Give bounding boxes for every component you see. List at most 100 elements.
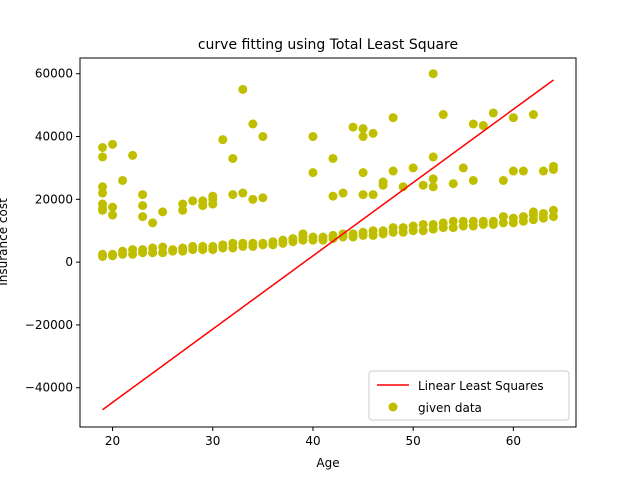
data-point xyxy=(548,205,558,215)
data-point xyxy=(98,205,108,215)
data-point xyxy=(498,218,508,228)
data-point xyxy=(148,218,158,228)
data-point xyxy=(398,223,408,233)
legend-label-line: Linear Least Squares xyxy=(418,379,544,393)
data-point xyxy=(308,232,318,242)
data-point xyxy=(108,249,118,259)
data-point xyxy=(428,174,438,184)
data-point xyxy=(498,212,508,222)
data-point xyxy=(448,216,458,226)
data-point xyxy=(128,245,138,255)
data-point xyxy=(258,238,268,248)
data-point xyxy=(418,219,428,229)
data-point xyxy=(368,226,378,236)
data-point xyxy=(188,241,198,251)
data-point xyxy=(358,190,368,200)
y-tick-label: 20000 xyxy=(35,192,73,206)
data-point xyxy=(188,196,198,206)
data-point xyxy=(478,121,488,131)
data-point xyxy=(468,175,478,185)
axes-frame xyxy=(79,57,577,428)
data-point xyxy=(488,108,498,118)
data-point xyxy=(428,152,438,162)
data-point xyxy=(368,128,378,138)
data-point xyxy=(448,223,458,233)
y-tick-label: −40000 xyxy=(25,381,73,395)
data-point xyxy=(538,166,548,176)
data-point xyxy=(378,226,388,236)
data-point xyxy=(278,235,288,245)
data-point xyxy=(118,246,128,256)
x-tick-label: 60 xyxy=(506,434,521,448)
data-point xyxy=(338,188,348,198)
data-point xyxy=(468,119,478,129)
data-point xyxy=(418,226,428,236)
data-point xyxy=(268,237,278,247)
data-point xyxy=(258,193,268,203)
y-tick-label: 60000 xyxy=(35,67,73,81)
data-point xyxy=(248,119,258,129)
x-axis-label: Age xyxy=(316,456,339,470)
data-point xyxy=(358,124,368,134)
data-point xyxy=(98,182,108,192)
data-point xyxy=(358,168,368,178)
data-point xyxy=(308,132,318,142)
data-point xyxy=(438,110,448,120)
data-point xyxy=(448,179,458,189)
data-point xyxy=(328,230,338,240)
data-point xyxy=(358,227,368,237)
x-tick-label: 30 xyxy=(205,434,220,448)
x-tick-label: 50 xyxy=(406,434,421,448)
data-point xyxy=(328,153,338,163)
data-point xyxy=(238,238,248,248)
data-point xyxy=(478,216,488,226)
data-point xyxy=(208,241,218,251)
data-point xyxy=(148,243,158,253)
data-point xyxy=(198,196,208,206)
data-point xyxy=(218,240,228,250)
data-point xyxy=(178,199,188,209)
data-point xyxy=(238,188,248,198)
data-point xyxy=(298,229,308,239)
data-point xyxy=(388,166,398,176)
data-point xyxy=(328,191,338,201)
data-point xyxy=(168,245,178,255)
data-point xyxy=(198,241,208,251)
data-point xyxy=(238,84,248,94)
data-point xyxy=(508,166,518,176)
data-point xyxy=(458,163,468,173)
data-point xyxy=(458,216,468,226)
y-tick-label: 0 xyxy=(65,255,73,269)
data-point xyxy=(288,234,298,244)
data-point xyxy=(538,208,548,218)
data-point xyxy=(528,110,538,120)
data-point xyxy=(98,249,108,259)
data-point xyxy=(438,218,448,228)
data-point xyxy=(98,143,108,152)
data-point xyxy=(178,243,188,253)
data-point xyxy=(158,207,168,217)
data-point xyxy=(158,242,168,252)
data-point xyxy=(98,188,108,198)
data-point xyxy=(428,69,438,79)
legend-label-scatter: given data xyxy=(418,401,482,415)
data-point xyxy=(548,161,558,171)
data-point xyxy=(508,213,518,223)
plot-area xyxy=(98,69,558,411)
y-axis: −40000 −20000 0 20000 40000 60000 xyxy=(25,67,80,395)
data-point xyxy=(118,175,128,185)
data-point xyxy=(138,212,148,222)
data-point xyxy=(138,245,148,255)
data-point xyxy=(428,182,438,192)
data-point xyxy=(418,180,428,190)
chart-title: curve fitting using Total Least Square xyxy=(198,37,458,53)
data-point xyxy=(138,201,148,211)
data-point xyxy=(138,190,148,200)
data-point xyxy=(468,216,478,226)
data-point xyxy=(218,135,228,145)
data-point xyxy=(408,163,418,173)
data-point xyxy=(358,132,368,142)
data-point xyxy=(348,122,358,132)
data-point xyxy=(488,216,498,226)
